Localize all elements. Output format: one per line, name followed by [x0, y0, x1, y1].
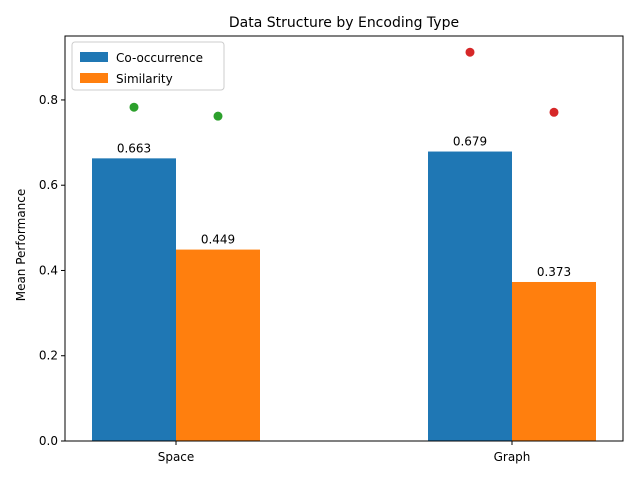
data-label: 0.373	[537, 265, 571, 279]
x-tick-label: Space	[158, 450, 195, 464]
y-tick-label: 0.8	[39, 93, 58, 107]
y-tick-label: 0.6	[39, 178, 58, 192]
bar-graph-similarity	[512, 281, 596, 441]
point-space-co-occurrence	[129, 102, 139, 112]
point-space-similarity	[213, 111, 223, 121]
data-label: 0.679	[453, 135, 487, 149]
x-tick-label: Graph	[494, 450, 531, 464]
legend-swatch-co-occurrence	[80, 52, 108, 62]
legend-label: Co-occurrence	[116, 51, 203, 65]
bar-space-co-occurrence	[92, 158, 176, 441]
y-tick-label: 0.0	[39, 434, 58, 448]
legend-box	[71, 41, 225, 91]
point-graph-similarity	[549, 107, 559, 117]
legend-label: Similarity	[116, 72, 173, 86]
plot-frame	[64, 35, 624, 442]
point-graph-co-occurrence	[465, 47, 475, 57]
chart-marks: 0.663 0.679 0.449 0.373	[92, 47, 596, 441]
bar-space-similarity	[176, 249, 260, 441]
data-label: 0.663	[117, 141, 151, 155]
chart-axes: 0.0 0.2 0.4 0.6 0.8 Space Graph	[39, 35, 624, 464]
bar-graph-co-occurrence	[428, 151, 512, 441]
data-label: 0.449	[201, 233, 235, 247]
legend: Co-occurrence Similarity	[71, 41, 225, 91]
y-tick-label: 0.4	[39, 263, 58, 277]
y-axis-label: Mean Performance	[14, 189, 28, 302]
chart-title: Data Structure by Encoding Type	[229, 15, 459, 31]
legend-swatch-similarity	[80, 73, 108, 83]
y-tick-label: 0.2	[39, 349, 58, 363]
